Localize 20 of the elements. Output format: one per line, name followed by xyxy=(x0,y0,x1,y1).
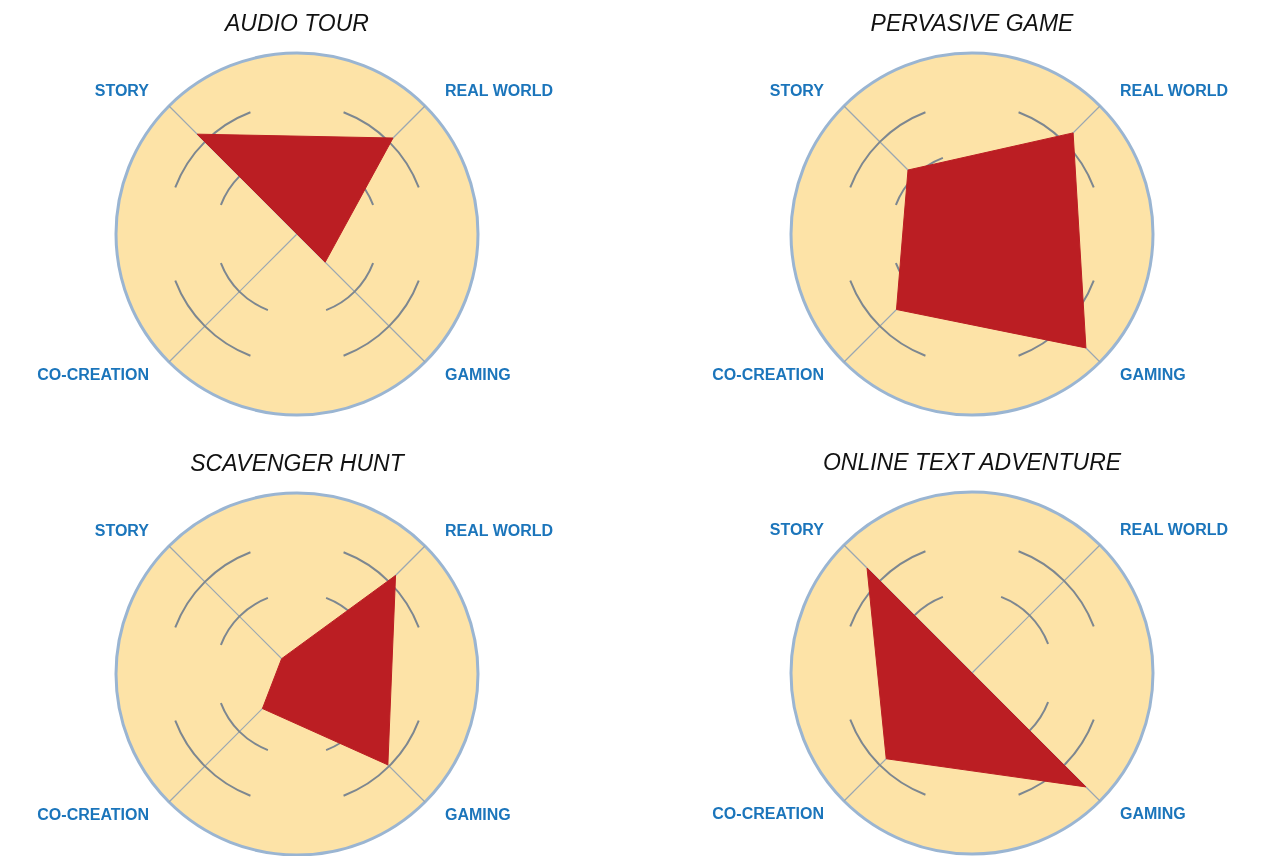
chart-title: PERVASIVE GAME xyxy=(870,10,1075,36)
spoke-label: STORY xyxy=(94,82,150,100)
spoke-label: STORY xyxy=(94,522,150,540)
spoke-label: CO-CREATION xyxy=(37,366,149,384)
spoke-label: GAMING xyxy=(1120,805,1186,823)
spoke-label: REAL WORLD xyxy=(445,522,554,540)
spoke-label: REAL WORLD xyxy=(445,82,554,100)
chart-title: ONLINE TEXT ADVENTURE xyxy=(822,449,1122,475)
spoke-label: CO-CREATION xyxy=(37,806,149,824)
spoke-label: REAL WORLD xyxy=(1120,521,1229,539)
spoke-label: STORY xyxy=(769,82,825,100)
spoke-label: CO-CREATION xyxy=(712,366,824,384)
spoke-label: GAMING xyxy=(445,366,511,384)
spoke-label: REAL WORLD xyxy=(1120,82,1229,100)
spoke-label: STORY xyxy=(769,521,825,539)
chart-title: AUDIO TOUR xyxy=(223,10,369,36)
chart-title: SCAVENGER HUNT xyxy=(190,450,406,476)
spoke-label: GAMING xyxy=(445,806,511,824)
spoke-label: CO-CREATION xyxy=(712,805,824,823)
spoke-label: GAMING xyxy=(1120,366,1186,384)
